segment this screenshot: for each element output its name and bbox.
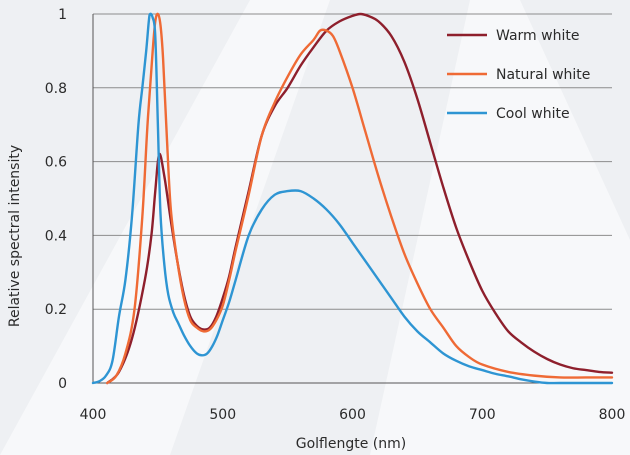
series-line-natural-white <box>106 12 614 385</box>
y-tick-label: 0.8 <box>45 81 67 97</box>
axes <box>92 14 612 384</box>
y-tick-label: 0.4 <box>45 228 67 244</box>
tick-labels: 0 0.2 0.4 0.6 0.8 1 400 500 600 700 800 <box>45 7 626 423</box>
y-tick-label: 1 <box>58 7 67 23</box>
series-line-cool-white <box>91 12 614 385</box>
x-tick-label: 400 <box>80 407 107 423</box>
legend-label-warm-white: Warm white <box>496 28 579 44</box>
y-tick-label: 0.2 <box>45 302 67 318</box>
x-tick-label: 500 <box>209 407 236 423</box>
legend-label-cool-white: Cool white <box>496 106 570 122</box>
x-tick-label: 700 <box>469 407 496 423</box>
y-tick-label: 0.6 <box>45 155 67 171</box>
series-lines <box>91 12 614 385</box>
x-tick-label: 600 <box>339 407 366 423</box>
y-axis-title: Relative spectral intensity <box>7 145 23 327</box>
y-tick-label: 0 <box>58 376 67 392</box>
x-tick-label: 800 <box>599 407 626 423</box>
legend-label-natural-white: Natural white <box>496 67 590 83</box>
legend: Warm white Natural white Cool white <box>447 28 590 122</box>
x-axis-title: Golflengte (nm) <box>296 436 406 452</box>
grid-lines <box>93 13 612 310</box>
